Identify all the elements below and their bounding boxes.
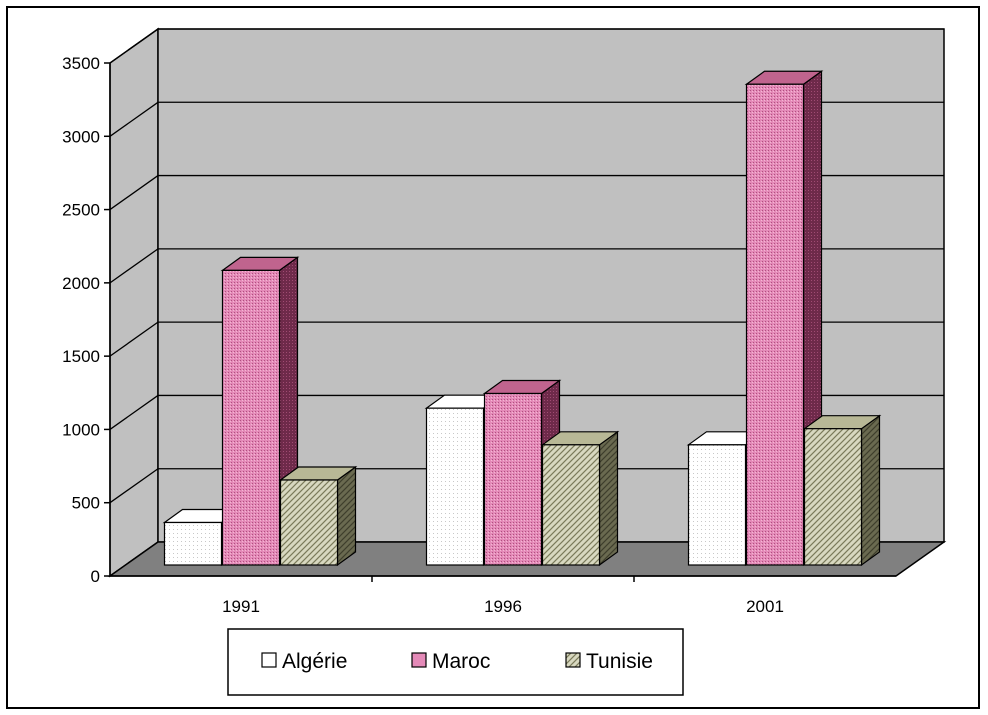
bar-front: [279, 479, 339, 566]
legend-item-maroc: Maroc: [411, 650, 490, 673]
legend: Algérie Maroc Tunisie: [227, 628, 684, 696]
legend-swatch: [411, 652, 427, 668]
gridline: [109, 394, 944, 430]
bar-tunisie-1996: [540, 430, 620, 567]
x-tick-label: 1991: [222, 597, 260, 616]
gridline: [109, 101, 944, 137]
bar-front: [541, 444, 601, 566]
legend-swatch: [565, 652, 581, 668]
bar-front: [745, 83, 805, 566]
axes: [104, 62, 896, 582]
legend-box: [227, 628, 684, 696]
side-wall: [109, 27, 159, 578]
x-tick-label: 2001: [746, 597, 784, 616]
y-tick-label: 3500: [62, 54, 100, 73]
x-tick-label: 1996: [484, 597, 522, 616]
bar-tunisie-1991: [278, 465, 358, 567]
legend-item-tunisie: Tunisie: [565, 650, 653, 673]
legend-item-algérie: Algérie: [261, 650, 347, 673]
bar-side: [336, 465, 357, 567]
bar-front: [425, 407, 485, 566]
bar-side: [860, 414, 881, 567]
x-tick-labels: 1991 1996 2001: [222, 597, 784, 616]
legend-label: Maroc: [432, 650, 490, 673]
bar-front: [483, 392, 543, 566]
y-tick-label: 2500: [62, 201, 100, 220]
bar-side: [598, 430, 619, 567]
y-tick-label: 1000: [62, 420, 100, 439]
legend-label: Tunisie: [586, 650, 653, 673]
bar-front: [803, 428, 863, 566]
y-tick-label: 1500: [62, 347, 100, 366]
legend-swatch: [261, 652, 277, 668]
legend-label: Algérie: [282, 650, 347, 673]
gridline: [109, 248, 944, 284]
gridline: [109, 468, 944, 504]
y-tick-label: 0: [91, 567, 100, 586]
gridline: [109, 174, 944, 211]
y-tick-labels: 0 500 1000 1500 2000 2500 3000 3500: [62, 54, 100, 586]
gridline: [109, 321, 944, 357]
bar-front: [221, 269, 281, 566]
y-tick-label: 500: [72, 494, 100, 513]
y-tick-label: 2000: [62, 274, 100, 293]
bar-front: [687, 444, 747, 566]
bars: [162, 70, 882, 567]
bar-front: [163, 521, 223, 566]
gridlines: [109, 28, 944, 504]
bar-tunisie-2001: [802, 414, 882, 567]
y-tick-label: 3000: [62, 127, 100, 146]
gridline: [109, 28, 944, 64]
